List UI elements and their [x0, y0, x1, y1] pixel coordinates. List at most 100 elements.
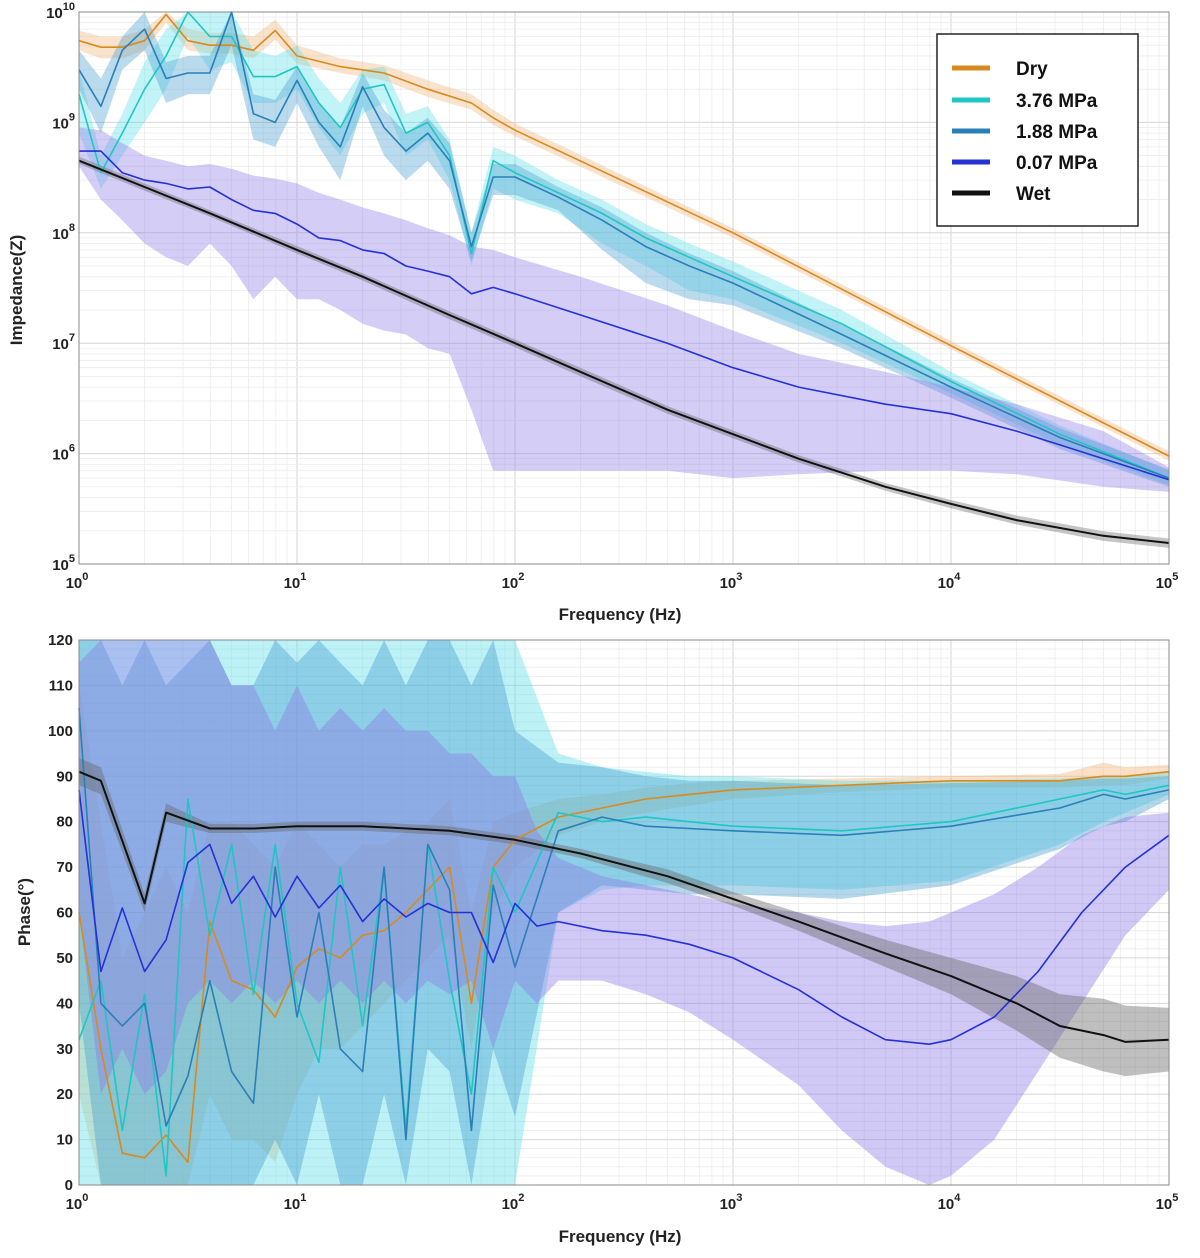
impedance-lines	[78, 11, 1170, 544]
tick-base: 10	[284, 575, 301, 592]
phase-x-tick-label: 100	[66, 1192, 89, 1213]
phase-band-1-88-mpa	[79, 640, 1169, 1185]
phase-band-3-76-mpa	[79, 640, 1169, 1185]
legend-label-1-88-mpa: 1.88 MPa	[1016, 122, 1098, 143]
impedance-x-tick-label: 105	[1156, 571, 1179, 592]
impedance-x-tick-label: 103	[720, 571, 743, 592]
phase-y-tick-label: 60	[56, 905, 73, 922]
tick-exponent: 10	[63, 1, 75, 13]
phase-y-ticks: 0 10 20 30 40 50 60 70 80 90 100 110 120	[48, 632, 73, 1194]
impedance-series-line-wet	[78, 159, 1170, 544]
phase-x-tick-label: 101	[284, 1192, 307, 1213]
legend-entry-dry: Dry	[952, 59, 1048, 80]
phase-y-tick-label: 10	[56, 1132, 73, 1149]
tick-exponent: 6	[69, 443, 75, 455]
tick-exponent: 5	[1172, 1192, 1178, 1204]
tick-exponent: 5	[1172, 571, 1178, 583]
phase-x-tick-label: 103	[720, 1192, 743, 1213]
tick-exponent: 4	[954, 1192, 961, 1204]
tick-base: 10	[52, 447, 69, 464]
phase-series-line-1-88-mpa	[78, 708, 1170, 1141]
tick-base: 10	[46, 5, 63, 22]
phase-band-wet	[79, 758, 1169, 1076]
phase-y-tick-label: 30	[56, 1041, 73, 1058]
phase-y-tick-label: 20	[56, 1086, 73, 1103]
phase-y-tick-label: 100	[48, 723, 73, 740]
phase-x-axis-label: Frequency (Hz)	[559, 1227, 682, 1246]
phase-y-tick-label: 80	[56, 814, 73, 831]
phase-y-axis-label: Phase(°)	[15, 878, 34, 946]
tick-base: 10	[52, 115, 69, 132]
impedance-y-tick-label: 1010	[46, 1, 75, 22]
impedance-band-3-76-mpa	[79, 12, 1169, 485]
impedance-band-0-07-mpa	[79, 127, 1169, 492]
tick-base: 10	[1156, 575, 1173, 592]
tick-base: 10	[938, 1196, 955, 1213]
tick-exponent: 1	[300, 1192, 306, 1204]
impedance-series-line-3-76-mpa	[78, 11, 1170, 479]
impedance-y-tick-label: 108	[52, 222, 75, 243]
impedance-y-tick-label: 107	[52, 332, 75, 353]
phase-y-tick-label: 120	[48, 632, 73, 649]
impedance-x-tick-label: 100	[66, 571, 89, 592]
impedance-grid	[78, 11, 1170, 565]
impedance-y-tick-label: 106	[52, 443, 75, 464]
phase-axes-box	[78, 639, 1170, 1186]
phase-y-tick-label: 0	[65, 1177, 73, 1194]
impedance-y-tick-label: 105	[52, 553, 75, 574]
legend-label-dry: Dry	[1016, 59, 1048, 80]
legend: Dry 3.76 MPa 1.88 MPa 0.07 MPa Wet	[936, 33, 1139, 227]
phase-lines	[78, 708, 1170, 1177]
phase-y-tick-label: 50	[56, 950, 73, 967]
tick-exponent: 0	[82, 1192, 88, 1204]
impedance-x-tick-label: 101	[284, 571, 307, 592]
tick-base: 10	[720, 1196, 737, 1213]
tick-base: 10	[66, 1196, 83, 1213]
impedance-series-line-1-88-mpa	[78, 11, 1170, 479]
tick-exponent: 1	[300, 571, 306, 583]
tick-exponent: 0	[82, 571, 88, 583]
legend-label-0-07-mpa: 0.07 MPa	[1016, 153, 1098, 174]
tick-base: 10	[938, 575, 955, 592]
tick-exponent: 3	[736, 1192, 742, 1204]
tick-exponent: 5	[69, 553, 75, 565]
legend-entry-3-76-mpa: 3.76 MPa	[952, 91, 1098, 112]
phase-x-tick-label: 104	[938, 1192, 962, 1213]
impedance-x-ticks: 100 101 102 103 104 105	[66, 571, 1179, 592]
phase-grid	[78, 639, 1170, 1186]
phase-y-tick-label: 90	[56, 768, 73, 785]
impedance-band-1-88-mpa	[79, 12, 1169, 487]
legend-entry-wet: Wet	[952, 184, 1051, 205]
tick-base: 10	[66, 575, 83, 592]
impedance-y-axis-label: Impedance(Z)	[7, 235, 26, 346]
legend-label-3-76-mpa: 3.76 MPa	[1016, 91, 1098, 112]
tick-base: 10	[52, 226, 69, 243]
impedance-axes-box	[78, 11, 1170, 565]
impedance-y-tick-label: 109	[52, 111, 75, 132]
phase-y-tick-label: 70	[56, 859, 73, 876]
impedance-x-tick-label: 102	[502, 571, 525, 592]
phase-band-0-07-mpa	[79, 640, 1169, 1185]
phase-x-ticks: 100 101 102 103 104 105	[66, 1192, 1179, 1213]
phase-y-tick-label: 110	[49, 677, 73, 694]
impedance-x-axis-label: Frequency (Hz)	[559, 605, 682, 624]
tick-base: 10	[52, 557, 69, 574]
tick-base: 10	[284, 1196, 301, 1213]
impedance-series-line-0-07-mpa	[79, 150, 1170, 481]
tick-base: 10	[1156, 1196, 1173, 1213]
phase-series-line-0-07-mpa	[78, 789, 1170, 1045]
tick-exponent: 9	[69, 111, 75, 123]
impedance-x-tick-label: 104	[938, 571, 962, 592]
phase-series-line-dry	[78, 770, 1170, 1164]
legend-entry-0-07-mpa: 0.07 MPa	[952, 153, 1098, 174]
impedance-bands	[79, 12, 1169, 548]
legend-label-wet: Wet	[1016, 184, 1051, 205]
tick-exponent: 7	[69, 332, 75, 344]
legend-entry-1-88-mpa: 1.88 MPa	[952, 122, 1098, 143]
tick-base: 10	[52, 336, 69, 353]
phase-series-line-wet	[78, 770, 1170, 1043]
